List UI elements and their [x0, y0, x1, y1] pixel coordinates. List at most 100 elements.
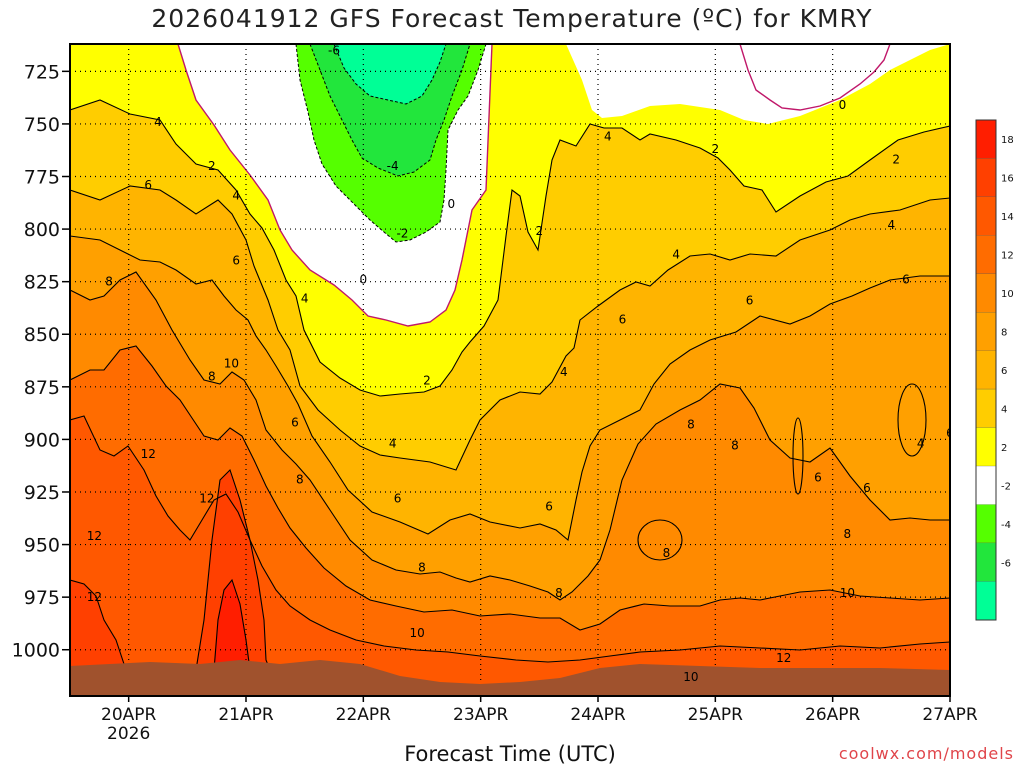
terrain-fill	[70, 660, 950, 696]
plot-frame	[69, 43, 951, 697]
contour-label: 4	[232, 188, 240, 202]
contour-label: 8	[105, 275, 113, 289]
contour-label: -4	[387, 159, 399, 173]
contour-line-0	[177, 44, 493, 327]
colorbar-swatch	[976, 389, 996, 428]
y-tick-label: 825	[24, 272, 60, 294]
contour-label: 4	[301, 291, 309, 305]
contour-label: 10	[840, 586, 855, 600]
contour-line-6	[70, 185, 950, 471]
contour-label: 8	[687, 418, 695, 432]
y-tick-label: 850	[24, 324, 60, 346]
contour-label: 6	[902, 273, 910, 287]
y-tick-label: 800	[24, 219, 60, 241]
contour-label: 8	[296, 472, 304, 486]
colorbar-label: 16	[1001, 174, 1014, 185]
contour-label: 4	[888, 218, 896, 232]
contour-label: 6	[291, 416, 299, 430]
y-tick-label: 750	[24, 114, 60, 136]
x-tick-year: 2026	[107, 724, 150, 744]
contour-label: 8	[418, 561, 426, 575]
colorbar-swatch	[976, 581, 996, 620]
colorbar-swatch	[976, 427, 996, 467]
contour-label: 8	[731, 439, 739, 453]
contour-label: 8	[208, 369, 216, 383]
colorbar-label: 8	[1001, 328, 1007, 339]
colorbar-swatch	[976, 466, 996, 505]
contour-label: 6	[619, 313, 627, 327]
contour-label: 4	[154, 115, 162, 129]
y-tick-label: 900	[24, 429, 60, 451]
contour-label: 6	[144, 178, 152, 192]
y-tick-label: 1000	[12, 640, 60, 662]
contour-label: -2	[396, 226, 408, 240]
colorbar-swatch	[976, 312, 996, 351]
x-axis-title: Forecast Time (UTC)	[404, 742, 616, 766]
colorbar-label: 12	[1001, 251, 1014, 262]
contour-line-16b	[195, 468, 271, 671]
contour-label: 12	[87, 590, 102, 604]
chart-title: 2026041912 GFS Forecast Temperature (ºC)…	[151, 4, 873, 33]
colorbar-swatch	[976, 273, 996, 313]
contour-label: 2	[712, 142, 720, 156]
x-tick-label: 27APR	[922, 705, 978, 725]
contour-line-minus4	[309, 44, 471, 177]
colorbar-label: 4	[1001, 404, 1007, 415]
colorbar-swatch	[976, 158, 996, 197]
colorbar-label: 14	[1001, 212, 1014, 223]
y-tick-label: 950	[24, 535, 60, 557]
contour-label: 4	[560, 365, 568, 379]
contour-label: 6	[232, 254, 240, 268]
y-tick-label: 925	[24, 482, 60, 504]
contour-label: 10	[683, 670, 698, 684]
colorbar-label: 6	[1001, 366, 1007, 377]
band-ge-14	[70, 416, 950, 696]
colorbar-swatch	[976, 504, 996, 544]
colorbar-label: -4	[1001, 520, 1011, 531]
x-tick-label: 25APR	[688, 705, 744, 725]
colorbar-swatch	[976, 543, 996, 582]
contour-label: 6	[863, 481, 871, 495]
band-ge-18	[214, 580, 250, 670]
colorbar-label: 10	[1001, 289, 1014, 300]
contour-label: 2	[208, 159, 216, 173]
colorbar-swatch	[976, 235, 996, 274]
x-tick-label: 21APR	[218, 705, 274, 725]
contour-closed-8b	[897, 383, 927, 457]
contour-closed-8a	[792, 417, 804, 495]
x-tick-label: 24APR	[570, 705, 626, 725]
contour-line-minus2	[295, 44, 487, 243]
contour-label: 8	[663, 546, 671, 560]
contour-line-14	[70, 415, 950, 663]
x-tick-label: 22APR	[336, 705, 392, 725]
contour-label: 12	[87, 529, 102, 543]
colorbar-swatch	[976, 120, 996, 159]
contour-label: 0	[448, 197, 456, 211]
x-tick-label: 20APR	[101, 705, 157, 725]
contour-label: 12	[776, 651, 791, 665]
colorbar-swatch	[976, 350, 996, 390]
x-tick-label: 23APR	[453, 705, 509, 725]
contour-label: 12	[199, 491, 214, 505]
contour-label: 4	[917, 437, 925, 451]
contour-line-12	[70, 345, 950, 631]
contour-label: 10	[409, 626, 424, 640]
contour-line-8	[70, 235, 950, 542]
contour-label: -6	[328, 43, 340, 57]
colorbar-label: -6	[1001, 558, 1011, 569]
contour-label: 2	[536, 224, 544, 238]
contour-line-10	[70, 271, 950, 601]
contour-label: 10	[224, 357, 239, 371]
contour-label: 6	[394, 491, 402, 505]
contour-label: 0	[360, 273, 368, 287]
contour-label: 4	[604, 130, 612, 144]
contour-closed-8c	[637, 519, 683, 561]
contour-line-minus6	[333, 44, 447, 105]
colorbar-label: 2	[1001, 443, 1007, 454]
contour-label: 6	[545, 500, 553, 514]
contour-label: 6	[814, 470, 822, 484]
contour-label: 8	[844, 527, 852, 541]
colorbar-label: 18	[1001, 135, 1014, 146]
colorbar-frame	[975, 119, 997, 621]
